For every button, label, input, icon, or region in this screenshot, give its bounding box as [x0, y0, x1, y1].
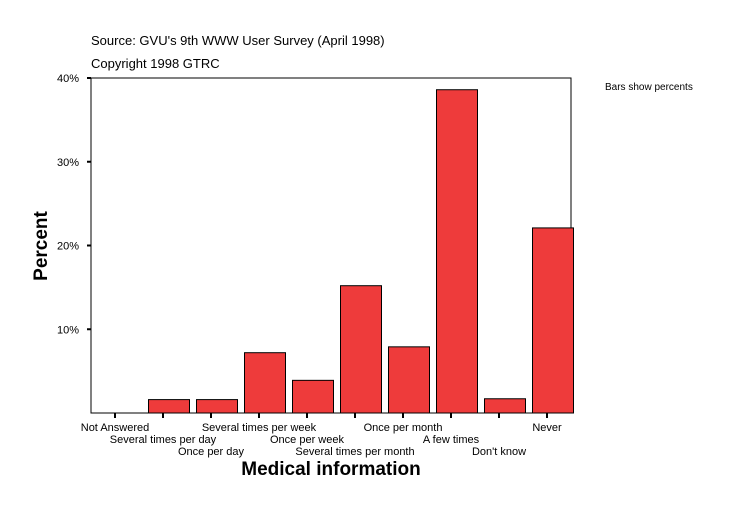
y-tick-label: 30%	[57, 157, 79, 169]
bar	[244, 352, 286, 414]
bars-note: Bars show percents	[605, 82, 693, 93]
copyright-text: Copyright 1998 GTRC	[91, 56, 220, 71]
bar	[484, 398, 526, 414]
bar	[388, 346, 430, 414]
y-tick-label: 40%	[57, 73, 79, 85]
x-tick-label: Once per week	[270, 434, 344, 446]
x-tick-label: Several times per day	[110, 434, 217, 446]
source-text: Source: GVU's 9th WWW User Survey (April…	[91, 33, 385, 48]
x-tick-label: Once per day	[178, 446, 245, 458]
x-axis-label: Medical information	[241, 459, 420, 480]
x-tick-label: Never	[532, 422, 562, 434]
bar	[292, 379, 334, 414]
bar	[148, 399, 190, 414]
bar	[436, 89, 478, 414]
x-tick-label: A few times	[423, 434, 480, 446]
y-tick-label: 10%	[57, 324, 79, 336]
x-tick-label: Once per month	[364, 422, 443, 434]
bar	[196, 399, 238, 414]
x-tick-label: Not Answered	[81, 422, 149, 434]
bar	[340, 285, 382, 414]
y-tick-label: 20%	[57, 241, 79, 253]
x-tick-label: Several times per week	[202, 422, 317, 434]
plot-frame	[90, 77, 572, 414]
bar	[532, 227, 574, 414]
x-tick-label: Don't know	[472, 446, 526, 458]
y-axis-label: Percent	[31, 210, 52, 280]
x-tick-label: Several times per month	[295, 446, 414, 458]
